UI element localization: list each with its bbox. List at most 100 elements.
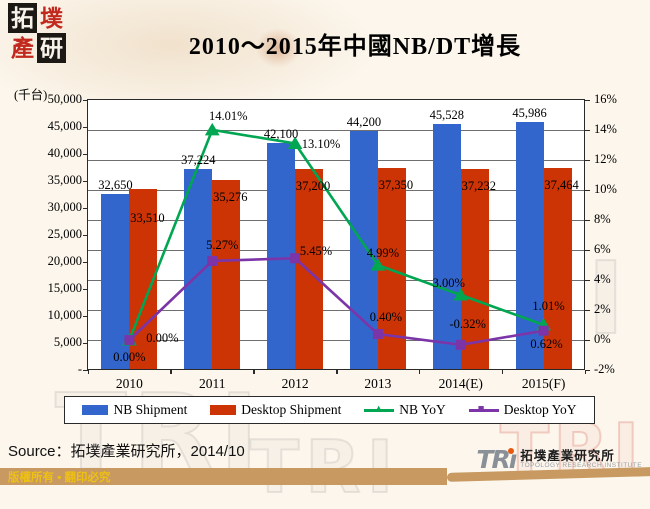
- square-marker: [207, 255, 218, 266]
- y-axis-left-tick: [83, 99, 88, 101]
- tri-logo-dot: [508, 448, 515, 454]
- yoy-percent-label: 0.00%: [113, 350, 146, 364]
- x-axis-label: 2014(E): [438, 376, 483, 391]
- y-axis-right-tick: [585, 309, 590, 311]
- y-axis-left-tick-label: 45,000: [47, 119, 82, 133]
- y-axis-right-tick-label: 14%: [594, 122, 617, 136]
- gridline: [88, 249, 585, 251]
- y-axis-right-tick-label: 12%: [594, 152, 617, 166]
- bar-value-label: 45,986: [512, 105, 547, 120]
- bar-value-label: 35,276: [213, 189, 248, 204]
- x-axis-tick: [170, 370, 172, 374]
- x-axis-tick: [418, 370, 421, 374]
- y-axis-left-tick-label: 35,000: [47, 173, 82, 187]
- gridline: [88, 129, 585, 131]
- bar-value-label: 33,510: [130, 211, 165, 226]
- y-axis-left-tick: [83, 207, 88, 209]
- legend-bar-swatch: [210, 405, 237, 415]
- gridline: [88, 159, 585, 161]
- desktop-yoy-line: [128, 256, 544, 347]
- y-axis-left-tick-label: 5,000: [53, 335, 82, 349]
- y-axis-right-tick: [585, 279, 590, 281]
- nb-shipment-bar: [184, 168, 213, 370]
- x-axis-label: 2010: [115, 376, 143, 391]
- yoy-percent-label: -0.32%: [449, 316, 486, 331]
- tri-name-cjk: 拓墣產業研究所: [520, 448, 615, 463]
- slide-title: 2010～2015年中國NB/DT增長: [188, 34, 522, 60]
- seal-char: 拓: [8, 3, 37, 33]
- y-axis-left-tick-label: 40,000: [47, 146, 82, 160]
- x-axis-label: 2012: [281, 376, 309, 391]
- nb-shipment-bar: [432, 124, 461, 370]
- seal-char: 產: [11, 35, 34, 61]
- y-axis-left-tick: [83, 234, 88, 236]
- source-text: Source：拓墣產業研究所，2014/10: [8, 443, 245, 460]
- y-axis-right-tick: [585, 249, 590, 251]
- y-axis-right-tick-label: -2%: [594, 362, 615, 376]
- legend-item: Desktop Shipment: [210, 402, 341, 418]
- x-axis-label: 2013: [364, 376, 392, 391]
- yoy-percent-label: 0.00%: [146, 331, 179, 345]
- y-axis-right-tick: [585, 369, 590, 371]
- gridline: [88, 309, 585, 311]
- desktop-shipment-bar: [460, 168, 489, 370]
- x-axis-label: 2011: [199, 376, 226, 391]
- square-marker: [455, 339, 466, 350]
- yoy-percent-label: 5.45%: [299, 244, 333, 259]
- y-axis-left-tick-label: -: [77, 362, 82, 376]
- y-axis-right-tick: [585, 339, 590, 341]
- y-axis-right-tick-label: 6%: [594, 242, 611, 256]
- y-axis-right-tick-label: 10%: [594, 182, 617, 196]
- bar-value-label: 42,100: [263, 126, 299, 141]
- triangle-marker: [453, 288, 469, 301]
- y-axis-left-tick: [83, 261, 88, 263]
- y-axis-right-tick-label: 8%: [594, 212, 611, 226]
- seal-char: 墣: [40, 5, 63, 31]
- company-seal-logo: 拓 墣 產 研: [8, 3, 66, 63]
- y-axis-left-tick: [83, 315, 88, 317]
- square-marker: [124, 335, 135, 345]
- legend-label: NB Shipment: [113, 402, 188, 417]
- bar-value-label: 37,232: [461, 178, 496, 193]
- triangle-marker: [370, 258, 386, 271]
- y-axis-left-tick-label: 10,000: [47, 308, 82, 322]
- y-axis-right-tick: [585, 159, 590, 161]
- bar-value-label: 37,350: [378, 178, 414, 193]
- y-axis-left-tick: [83, 288, 88, 290]
- y-axis-left-tick: [83, 153, 88, 155]
- x-axis-tick: [501, 370, 504, 374]
- yoy-percent-label: 1.01%: [532, 298, 565, 313]
- x-axis-tick: [253, 370, 255, 374]
- legend-line-swatch: ■: [468, 403, 499, 416]
- legend-label: Desktop YoY: [503, 402, 577, 417]
- gridline: [88, 189, 585, 191]
- legend-label: Desktop Shipment: [241, 402, 342, 417]
- legend-bar-swatch: [82, 405, 109, 415]
- yoy-percent-label: 0.40%: [369, 310, 403, 324]
- legend-item: ▲ NB YoY: [364, 402, 446, 418]
- yoy-percent-label: 4.99%: [366, 246, 400, 261]
- y-axis-right-tick-label: 2%: [594, 302, 611, 316]
- y-axis-right-tick: [585, 99, 590, 101]
- y-axis-left-tick: [83, 180, 88, 182]
- desktop-shipment-bar: [212, 179, 241, 370]
- yoy-percent-label: 14.01%: [208, 108, 248, 123]
- desktop-shipment-bar: [543, 167, 572, 370]
- bar-value-label: 44,200: [346, 115, 382, 130]
- legend-line-swatch: ▲: [364, 403, 395, 416]
- seal-char: 研: [37, 33, 66, 63]
- legend-item: ■ Desktop YoY: [468, 402, 577, 418]
- y-axis-unit-label: (千台): [14, 88, 48, 102]
- chart-legend: NB Shipment Desktop Shipment ▲ NB YoY ■ Deskt…: [64, 396, 595, 424]
- square-marker-icon: ■: [477, 403, 485, 415]
- legend-item: NB Shipment: [82, 402, 187, 418]
- y-axis-left-tick: [83, 126, 88, 128]
- bar-value-label: 37,200: [295, 179, 331, 194]
- nb-yoy-line: [128, 128, 545, 341]
- legend-label: NB YoY: [399, 402, 446, 417]
- triangle-marker-icon: ▲: [373, 403, 385, 415]
- square-marker: [538, 325, 549, 336]
- y-axis-right-tick-label: 0%: [594, 332, 611, 346]
- x-axis-label: 2015(F): [521, 376, 566, 391]
- square-marker: [290, 253, 301, 264]
